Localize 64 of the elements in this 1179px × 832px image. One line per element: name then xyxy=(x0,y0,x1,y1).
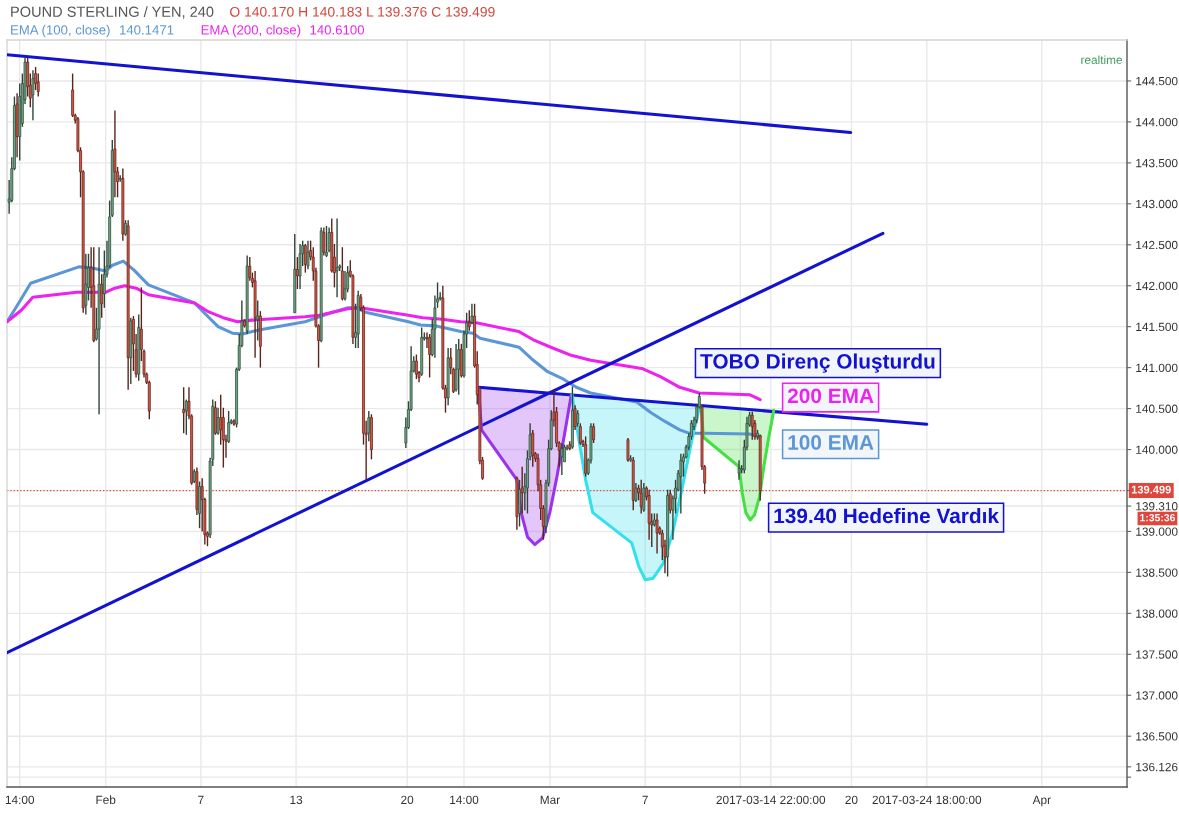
x-tick-label: 20 xyxy=(845,795,858,804)
y-tick-label: 138.500 xyxy=(1136,568,1178,577)
y-tick-label: 142.500 xyxy=(1136,240,1178,250)
candlestick xyxy=(518,479,521,528)
candlestick xyxy=(629,454,633,463)
x-tick-label: 7 xyxy=(198,795,204,804)
y-tick-label: 140.500 xyxy=(1136,404,1178,413)
y-tick-label: 138.000 xyxy=(1136,609,1178,618)
candlestick xyxy=(198,480,201,529)
candlestick xyxy=(470,303,474,325)
annotation: TOBO Direnç Oluşturdu xyxy=(700,353,935,373)
candlestick xyxy=(467,309,471,332)
y-tick-label: 137.500 xyxy=(1136,650,1178,659)
x-tick-label: 14:00 xyxy=(5,795,35,804)
y-tick-label: 144.000 xyxy=(1136,117,1178,127)
x-tick-label: 7 xyxy=(642,795,648,804)
ref-line-label: 139.499 xyxy=(1131,485,1171,494)
y-tick-label: 141.000 xyxy=(1136,363,1178,373)
candlestick xyxy=(428,333,432,379)
candlestick xyxy=(113,109,117,198)
candlestick xyxy=(367,410,371,443)
y-tick-label: 139.000 xyxy=(1136,527,1178,536)
y-tick-label: 142.000 xyxy=(1136,281,1178,291)
y-tick-label: 144.500 xyxy=(1136,76,1178,86)
candlestick xyxy=(343,270,347,302)
candlestick xyxy=(327,226,331,253)
y-tick-label: 137.000 xyxy=(1136,691,1178,700)
candlestick xyxy=(370,413,373,461)
candlestick xyxy=(592,422,595,444)
x-tick-label: 2017-03-24 18:00:00 xyxy=(872,795,982,804)
candlestick xyxy=(31,69,35,121)
candlestick xyxy=(756,429,759,441)
annotation: 100 EMA xyxy=(788,435,874,450)
candlestick xyxy=(560,442,564,476)
text: EMA (200, close) xyxy=(201,24,301,38)
x-tick-label: 14:00 xyxy=(450,795,479,804)
candlestick xyxy=(653,512,656,528)
text: 1:35:36 xyxy=(1140,514,1176,522)
x-tick-label: Mar xyxy=(540,795,560,804)
x-tick-label: Apr xyxy=(1032,795,1051,807)
x-tick-label: 2017-03-14 22:00:00 xyxy=(716,795,826,804)
annotation: 200 EMA xyxy=(787,388,874,404)
candlestick xyxy=(626,437,630,463)
candlestick xyxy=(256,299,260,342)
text: EMA (100, close) xyxy=(11,24,110,38)
y-tick-label: 136.500 xyxy=(1136,732,1178,741)
text: 140.1471 xyxy=(120,25,174,35)
y-tick-label: 141.500 xyxy=(1136,322,1178,332)
y-tick-label: 136.126 xyxy=(1136,762,1178,772)
chart-subtitle: O 140.170 H 140.183 L 139.376 C 139.499 xyxy=(230,6,495,17)
annotation: 139.40 Hedefine Vardık xyxy=(774,507,1000,524)
chart-title: POUND STERLING / YEN, 240 xyxy=(11,6,214,19)
x-tick-label: 13 xyxy=(290,795,303,804)
y-tick-label: 143.500 xyxy=(1136,158,1178,168)
candlestick xyxy=(306,239,310,271)
annotation: realtime xyxy=(1081,55,1122,65)
y-tick-label: 139.310 xyxy=(1136,502,1178,511)
y-tick-label: 143.000 xyxy=(1136,199,1178,209)
candlestick xyxy=(243,318,246,329)
text: 140.6100 xyxy=(310,25,365,35)
candlestick xyxy=(325,225,328,258)
x-tick-label: Feb xyxy=(96,795,116,804)
y-tick-label: 140.000 xyxy=(1136,445,1178,454)
x-tick-label: 20 xyxy=(401,795,414,804)
